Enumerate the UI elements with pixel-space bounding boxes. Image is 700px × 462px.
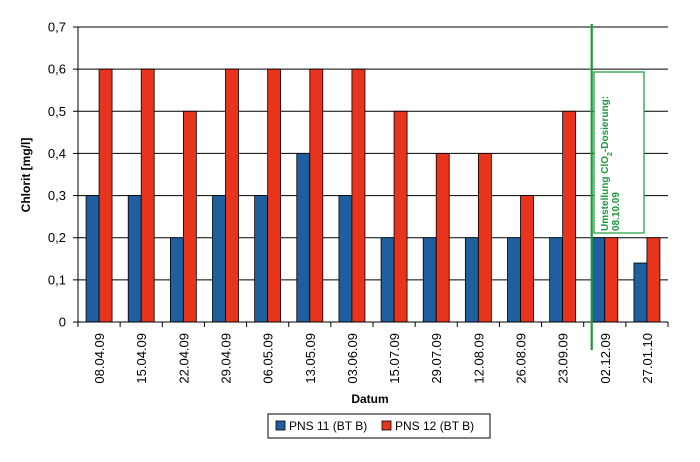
bar-pns11: [85, 195, 100, 323]
y-tick-label: 0,3: [48, 188, 66, 203]
legend-label-pns11: PNS 11 (BT B): [289, 419, 367, 433]
x-tick-label: 03.06.09: [345, 333, 360, 384]
annotation-subscript: 2: [607, 152, 614, 156]
y-tick-label: 0: [59, 315, 66, 330]
bar-pns11: [338, 195, 353, 323]
bar-pns12: [477, 153, 492, 323]
y-tick-label: 0,1: [48, 272, 66, 287]
bar-pns12: [140, 68, 155, 323]
annotation-prefix: Umstellung ClO: [600, 156, 611, 231]
y-tick-label: 0,4: [48, 146, 66, 161]
bar-pns11: [507, 237, 521, 323]
legend-swatch-pns11: [275, 420, 286, 431]
x-tick-label: 02.12.09: [598, 333, 613, 384]
bar-pns11: [296, 153, 311, 323]
y-tick-label: 0,5: [48, 104, 66, 119]
legend: PNS 11 (BT B) PNS 12 (BT B): [267, 413, 491, 439]
x-tick-labels: 08.04.09 15.04.09 22.04.09 29.04.09 06.05.09…: [92, 333, 655, 384]
bar-pns11: [127, 195, 142, 323]
y-tick-label: 0,2: [48, 230, 66, 245]
axes: [73, 26, 669, 327]
x-tick-label: 22.04.09: [176, 333, 191, 384]
x-tick-label: 13.05.09: [303, 333, 318, 384]
bar-pns12: [309, 68, 324, 323]
y-tick-labels: 0 0,1 0,2 0,3 0,4 0,5 0,6 0,7: [48, 20, 66, 330]
x-tick-label: 12.08.09: [471, 333, 486, 384]
bar-pns11: [169, 237, 184, 323]
bar-pns11: [422, 237, 437, 323]
legend-label-pns12: PNS 12 (BT B): [395, 419, 474, 433]
legend-swatch-pns12: [381, 420, 392, 431]
x-tick-label: 27.01.10: [640, 333, 655, 384]
legend-box: [267, 413, 491, 439]
bar-pns11: [549, 237, 564, 323]
x-tick-label: 29.04.09: [219, 333, 234, 384]
grid: [78, 26, 668, 281]
bar-pns12: [520, 195, 534, 323]
bar-pns11: [254, 195, 269, 323]
annotation-line-2: 08.10.09: [611, 192, 622, 231]
bar-pns12: [267, 68, 282, 323]
bar-pns12: [562, 110, 577, 323]
x-tick-label: 08.04.09: [92, 333, 107, 384]
bar-pns12: [225, 68, 239, 323]
bar-pns12: [182, 110, 197, 323]
annotation-box: [593, 71, 645, 234]
bar-pns12: [435, 153, 450, 323]
bar-pns12: [98, 68, 113, 323]
bar-pns11: [212, 195, 226, 323]
bars: [85, 68, 661, 323]
x-axis-title: Datum: [351, 392, 388, 406]
bar-pns12: [604, 237, 619, 323]
bar-pns11: [633, 262, 648, 323]
annotation: Umstellung ClO2-Dosierung:08.10.09: [590, 24, 645, 350]
annotation-line-1: Umstellung ClO2-Dosierung:: [600, 96, 614, 231]
annotation-suffix: -Dosierung:: [600, 96, 611, 152]
x-tick-label: 23.09.09: [556, 333, 571, 384]
x-tick-label: 15.07.09: [387, 333, 402, 384]
y-tick-label: 0,6: [48, 62, 66, 77]
bar-pns12: [351, 68, 366, 323]
bar-pns11: [591, 237, 606, 323]
x-tick-label: 06.05.09: [261, 333, 276, 384]
bar-pns12: [393, 110, 408, 323]
bar-pns11: [464, 237, 479, 323]
x-tick-label: 15.04.09: [134, 333, 149, 384]
y-tick-label: 0,7: [48, 20, 66, 35]
x-tick-label: 26.08.09: [514, 333, 529, 384]
bar-pns11: [380, 237, 395, 323]
y-axis-title: Chlorit [mg/l]: [19, 138, 33, 213]
bar-pns12: [646, 237, 661, 323]
x-tick-label: 29.07.09: [429, 333, 444, 384]
